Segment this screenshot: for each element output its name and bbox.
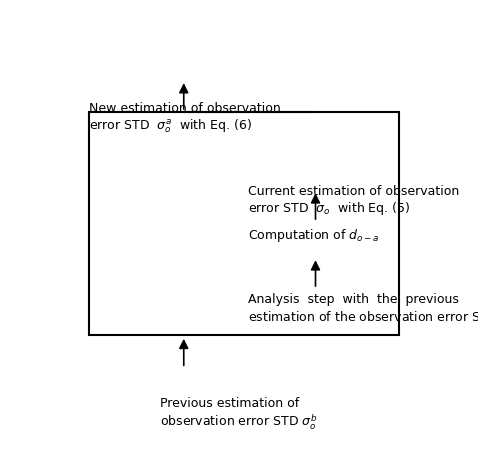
Text: Current estimation of observation
error STD  $\sigma_o$  with Eq. (5): Current estimation of observation error … — [248, 185, 459, 217]
Text: Computation of $d_{o-a}$: Computation of $d_{o-a}$ — [248, 227, 380, 244]
Bar — [89, 112, 399, 335]
Text: Previous estimation of
observation error STD $\sigma_o^b$: Previous estimation of observation error… — [161, 397, 318, 432]
Text: New estimation of observation
error STD  $\sigma_o^a$  with Eq. (6): New estimation of observation error STD … — [89, 102, 281, 135]
Text: Analysis  step  with  the  previous
estimation of the observation error STD $\si: Analysis step with the previous estimati… — [248, 293, 478, 328]
